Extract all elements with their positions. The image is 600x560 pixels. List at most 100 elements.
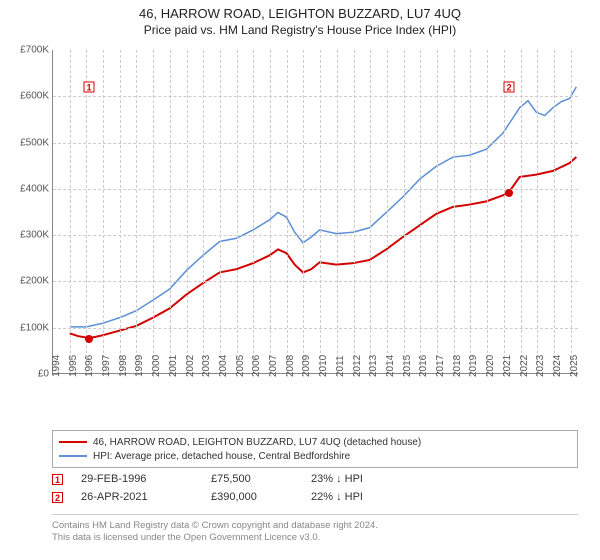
ytick-label: £700K [20,45,49,56]
footer-line-1: Contains HM Land Registry data © Crown c… [52,520,578,532]
gridline-v [521,50,522,373]
xtick-label: 2025 [569,355,580,377]
xtick-label: 2021 [502,355,513,377]
xtick-label: 1996 [84,355,95,377]
transaction-price: £390,000 [211,491,311,503]
transaction-marker-icon: 2 [52,492,63,503]
gridline-v [303,50,304,373]
transaction-marker-1: 1 [84,82,95,93]
chart-title: 46, HARROW ROAD, LEIGHTON BUZZARD, LU7 4… [0,6,600,21]
gridline-v [270,50,271,373]
gridline-h [53,281,578,282]
gridline-v [136,50,137,373]
xtick-label: 1997 [101,355,112,377]
xtick-label: 2012 [352,355,363,377]
legend-label: 46, HARROW ROAD, LEIGHTON BUZZARD, LU7 4… [93,437,421,448]
chart-area: £0£100K£200K£300K£400K£500K£600K£700K199… [52,50,578,402]
legend-label: HPI: Average price, detached house, Cent… [93,451,350,462]
transaction-dot [85,335,93,343]
transaction-dot [505,189,513,197]
chart-subtitle: Price paid vs. HM Land Registry's House … [0,23,600,37]
xtick-label: 2003 [201,355,212,377]
xtick-label: 2004 [218,355,229,377]
plot-area: £0£100K£200K£300K£400K£500K£600K£700K199… [52,50,578,374]
gridline-v [387,50,388,373]
gridline-v [437,50,438,373]
gridline-v [370,50,371,373]
gridline-v [470,50,471,373]
xtick-label: 2013 [368,355,379,377]
transactions-table: 1 29-FEB-1996£75,50023% ↓ HPI 2 26-APR-2021… [52,470,578,506]
legend-swatch [59,455,87,457]
xtick-label: 2016 [418,355,429,377]
transaction-pct: 22% ↓ HPI [311,491,431,503]
gridline-h [53,189,578,190]
gridline-h [53,96,578,97]
gridline-v [153,50,154,373]
xtick-label: 1999 [134,355,145,377]
series-price_paid [70,157,577,338]
chart-svg [53,50,578,373]
gridline-v [203,50,204,373]
xtick-label: 2024 [552,355,563,377]
legend: 46, HARROW ROAD, LEIGHTON BUZZARD, LU7 4… [52,430,578,468]
series-hpi [70,87,577,327]
gridline-v [187,50,188,373]
transaction-marker-icon: 1 [52,474,63,485]
ytick-label: £100K [20,322,49,333]
gridline-v [337,50,338,373]
transaction-row: 1 29-FEB-1996£75,50023% ↓ HPI [52,470,578,488]
chart-container: 46, HARROW ROAD, LEIGHTON BUZZARD, LU7 4… [0,0,600,560]
ytick-label: £400K [20,183,49,194]
gridline-v [86,50,87,373]
xtick-label: 2000 [151,355,162,377]
gridline-v [487,50,488,373]
gridline-v [537,50,538,373]
xtick-label: 2009 [301,355,312,377]
legend-item: 46, HARROW ROAD, LEIGHTON BUZZARD, LU7 4… [59,435,571,449]
xtick-label: 1994 [51,355,62,377]
xtick-label: 1995 [68,355,79,377]
xtick-label: 2018 [452,355,463,377]
gridline-v [554,50,555,373]
gridline-h [53,328,578,329]
ytick-label: £300K [20,230,49,241]
gridline-v [571,50,572,373]
xtick-label: 2023 [535,355,546,377]
gridline-v [420,50,421,373]
gridline-v [404,50,405,373]
ytick-label: £600K [20,91,49,102]
xtick-label: 2007 [268,355,279,377]
xtick-label: 2010 [318,355,329,377]
gridline-v [454,50,455,373]
xtick-label: 2022 [519,355,530,377]
ytick-label: £200K [20,276,49,287]
xtick-label: 2020 [485,355,496,377]
gridline-h [53,143,578,144]
xtick-label: 2006 [251,355,262,377]
gridline-v [253,50,254,373]
transaction-row: 2 26-APR-2021£390,00022% ↓ HPI [52,488,578,506]
gridline-v [320,50,321,373]
xtick-label: 2002 [185,355,196,377]
xtick-label: 2001 [168,355,179,377]
gridline-v [287,50,288,373]
xtick-label: 2019 [468,355,479,377]
gridline-v [70,50,71,373]
gridline-v [237,50,238,373]
footer-line-2: This data is licensed under the Open Gov… [52,532,578,544]
transaction-date: 26-APR-2021 [81,491,211,503]
xtick-label: 2005 [235,355,246,377]
xtick-label: 1998 [118,355,129,377]
gridline-v [120,50,121,373]
xtick-label: 2014 [385,355,396,377]
transaction-price: £75,500 [211,473,311,485]
transaction-date: 29-FEB-1996 [81,473,211,485]
footer: Contains HM Land Registry data © Crown c… [52,514,578,544]
transaction-pct: 23% ↓ HPI [311,473,431,485]
xtick-label: 2011 [335,355,346,377]
gridline-v [354,50,355,373]
gridline-v [170,50,171,373]
gridline-v [103,50,104,373]
gridline-v [504,50,505,373]
